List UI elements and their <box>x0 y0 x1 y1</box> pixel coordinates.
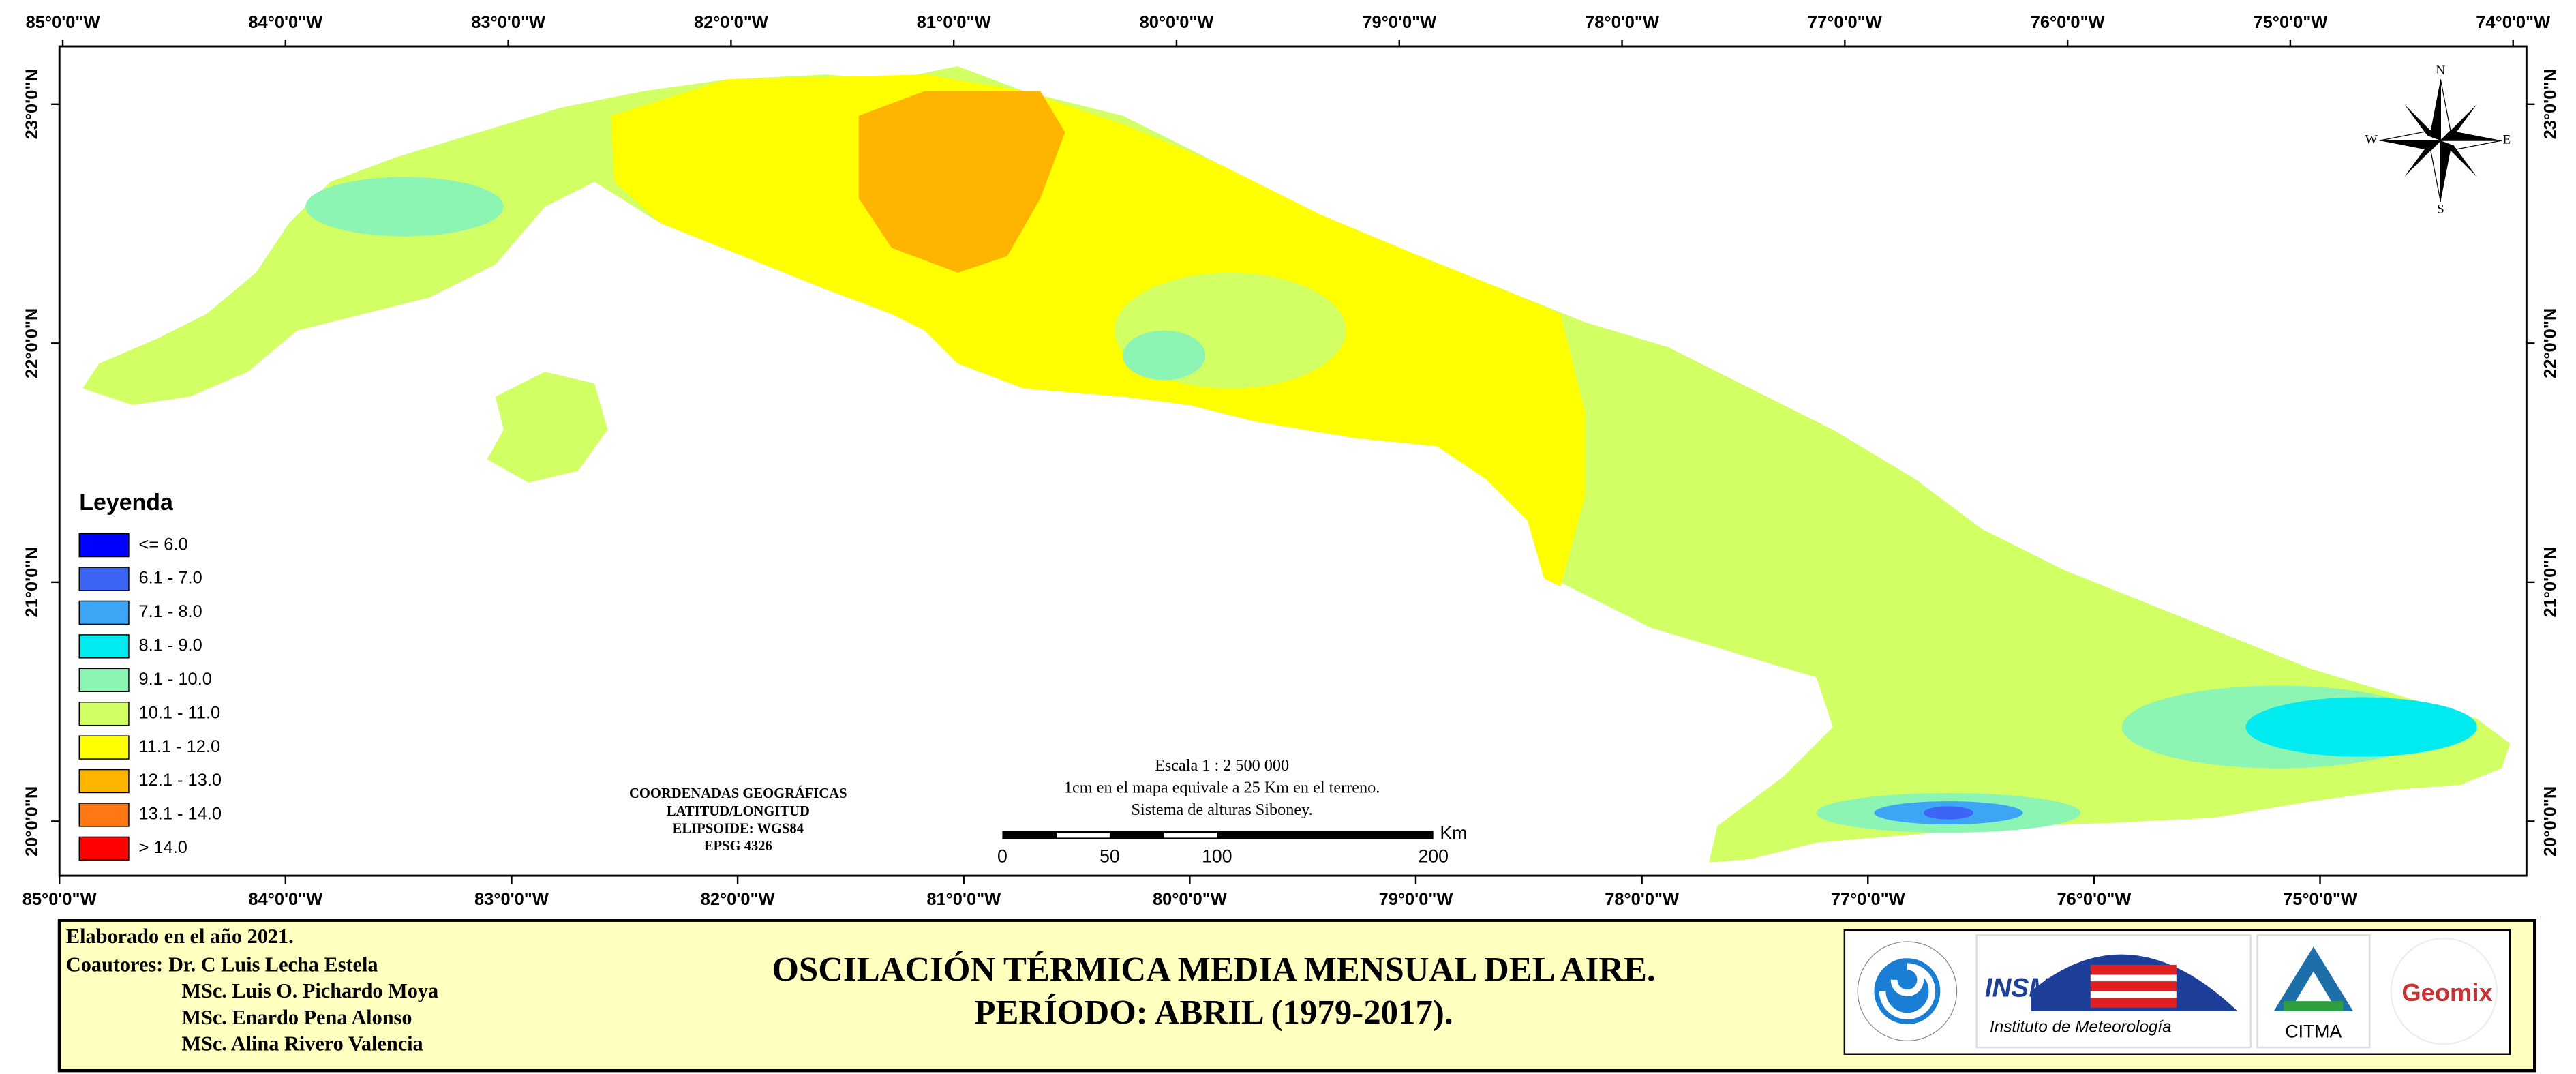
cuba-land <box>82 66 2511 863</box>
longitude-label-top: 76°0'0"W <box>2031 13 2105 32</box>
longitude-label-bottom: 75°0'0"W <box>2283 890 2357 909</box>
longitude-label-top: 74°0'0"W <box>2476 13 2550 32</box>
legend-title: Leyenda <box>79 490 174 516</box>
compass-w: W <box>2365 133 2378 147</box>
coauthor: MSc. Enardo Pena Alonso <box>181 1006 412 1029</box>
legend-label: 8.1 - 9.0 <box>138 636 202 655</box>
zone-8-9 <box>2245 697 2477 757</box>
compass-n: N <box>2436 63 2445 78</box>
longitude-label-bottom: 84°0'0"W <box>248 890 322 909</box>
coauthor: MSc. Luis O. Pichardo Moya <box>181 979 438 1002</box>
legend-label: 10.1 - 11.0 <box>138 703 220 722</box>
scale-tick-label: 100 <box>1202 846 1232 866</box>
longitude-label-top: 79°0'0"W <box>1362 13 1436 32</box>
compass-s: S <box>2437 202 2444 216</box>
legend-swatch <box>78 803 130 827</box>
longitude-label-bottom: 81°0'0"W <box>926 890 1001 909</box>
latitude-label-right: 22°0'0"N <box>2541 308 2560 378</box>
legend-swatch <box>78 735 130 760</box>
coordinates-line: LATITUD/LONGITUD <box>667 804 810 819</box>
latitude-label-left: 22°0'0"N <box>22 308 42 378</box>
insmet-subtitle: Instituto de Meteorología <box>1990 1017 2172 1036</box>
coordinates-line: COORDENADAS GEOGRÁFICAS <box>629 786 847 801</box>
graticule-labels: 85°0'0"W 84°0'0"W 83°0'0"W 82°0'0"W 81°0'0"W… <box>22 13 2560 909</box>
compass: N S E W <box>2365 63 2511 216</box>
latitude-label-left: 23°0'0"N <box>22 69 42 139</box>
longitude-label-top: 77°0'0"W <box>1808 13 1882 32</box>
latitude-label-right: 21°0'0"N <box>2541 547 2560 617</box>
map-subtitle: PERÍODO: ABRIL (1979-2017). <box>974 994 1453 1032</box>
legend-label: 11.1 - 12.0 <box>138 737 220 756</box>
legend-swatch <box>78 668 130 692</box>
geomix-logo: Geomix <box>2401 979 2492 1006</box>
coordinates-note: COORDENADAS GEOGRÁFICAS LATITUD/LONGITUD E… <box>629 786 847 854</box>
longitude-label-top: 85°0'0"W <box>26 13 100 32</box>
longitude-label-bottom: 83°0'0"W <box>474 890 549 909</box>
made-year: Elaborado en el año 2021. <box>66 925 294 948</box>
legend-label: 7.1 - 8.0 <box>138 602 202 621</box>
scale-text: Escala 1 : 2 500 000 <box>1155 756 1289 775</box>
legend-swatch <box>78 769 130 794</box>
legend-label: 6.1 - 7.0 <box>138 569 202 588</box>
coauthor: MSc. Alina Rivero Valencia <box>181 1032 423 1056</box>
longitude-label-bottom: 80°0'0"W <box>1153 890 1227 909</box>
zone-11-12 <box>611 74 1586 587</box>
zone-9-10 <box>305 177 504 237</box>
zone-9-10 <box>1123 330 1206 381</box>
map-title: OSCILACIÓN TÉRMICA MEDIA MENSUAL DEL AIR… <box>772 951 1655 989</box>
insmet-logo: INSMET <box>1985 973 2087 1002</box>
legend-swatch <box>78 836 130 861</box>
legend-label: 12.1 - 13.0 <box>138 771 222 790</box>
land <box>82 66 2511 863</box>
compass-e: E <box>2502 133 2511 147</box>
coauthor: Dr. C Luis Lecha Estela <box>168 953 378 976</box>
longitude-label-top: 81°0'0"W <box>917 13 991 32</box>
zone-12-13 <box>858 91 1065 273</box>
longitude-label-bottom: 78°0'0"W <box>1605 890 1679 909</box>
longitude-label-bottom: 76°0'0"W <box>2057 890 2131 909</box>
coordinates-line: EPSG 4326 <box>704 839 772 854</box>
scale-text: Sistema de alturas Siboney. <box>1132 801 1313 819</box>
coauthors: Dr. C Luis Lecha Estela MSc. Luis O. Pich… <box>168 953 438 1055</box>
scale-tick-label: 200 <box>1418 846 1448 866</box>
scale-tick-label: 50 <box>1100 846 1120 866</box>
legend-label: > 14.0 <box>138 838 187 857</box>
longitude-label-top: 78°0'0"W <box>1585 13 1659 32</box>
citma-logo: CITMA <box>2285 1021 2342 1041</box>
latitude-label-left: 20°0'0"N <box>22 786 42 856</box>
scale-tick-label: 0 <box>997 846 1007 866</box>
latitude-label-right: 23°0'0"N <box>2541 69 2560 139</box>
longitude-label-bottom: 77°0'0"W <box>1831 890 1905 909</box>
longitude-label-top: 83°0'0"W <box>471 13 545 32</box>
longitude-label-bottom: 85°0'0"W <box>22 890 97 909</box>
longitude-label-top: 84°0'0"W <box>248 13 322 32</box>
legend-label: <= 6.0 <box>138 535 187 554</box>
latitude-label-left: 21°0'0"N <box>22 547 42 617</box>
isla-juventud <box>487 372 608 483</box>
longitude-label-bottom: 79°0'0"W <box>1379 890 1453 909</box>
coordinates-line: ELIPSOIDE: WGS84 <box>673 821 804 836</box>
legend-label: 9.1 - 10.0 <box>138 670 211 689</box>
longitude-label-top: 80°0'0"W <box>1140 13 1214 32</box>
logos: INSMET Instituto de Meteorología CITMA G… <box>1843 929 2511 1055</box>
legend: <= 6.0 6.1 - 7.0 7.1 - 8.0 8.1 - 9.0 9.1 - 1… <box>78 533 222 861</box>
longitude-label-top: 75°0'0"W <box>2254 13 2328 32</box>
legend-swatch <box>78 634 130 659</box>
legend-swatch <box>78 600 130 625</box>
longitude-label-bottom: 82°0'0"W <box>701 890 775 909</box>
scale-unit: Km <box>1440 823 1467 844</box>
legend-swatch <box>78 533 130 558</box>
latitude-label-right: 20°0'0"N <box>2541 786 2560 856</box>
zone-6-7 <box>1924 806 1973 820</box>
scale-text: 1cm en el mapa equivale a 25 Km en el te… <box>1064 778 1380 796</box>
scale: Km Escala 1 : 2 500 000 1cm en el mapa eq… <box>997 756 1467 867</box>
coauthors-label: Coautores: <box>66 953 163 976</box>
legend-label: 13.1 - 14.0 <box>138 805 222 824</box>
longitude-label-top: 82°0'0"W <box>694 13 768 32</box>
legend-swatch <box>78 702 130 726</box>
legend-swatch <box>78 567 130 591</box>
